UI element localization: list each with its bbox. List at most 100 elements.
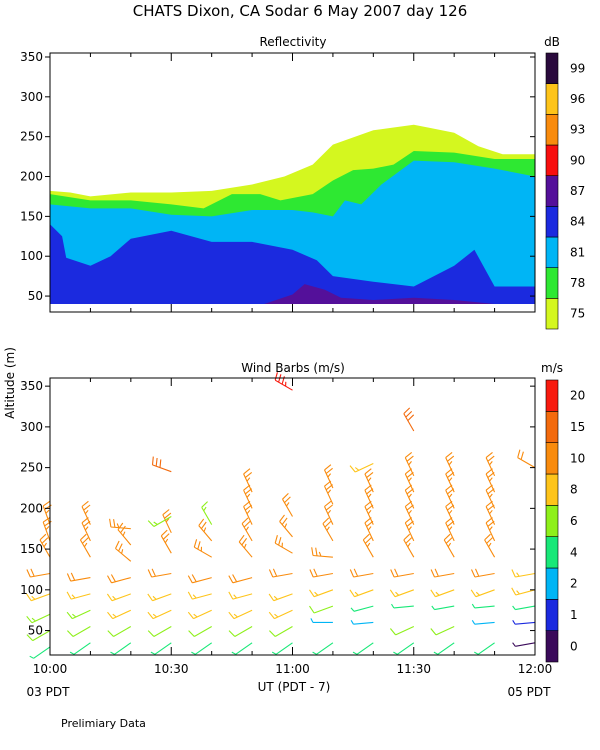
wind-barb [241,517,253,542]
wind-barb [107,574,131,584]
wind-barb [445,484,455,509]
wind-barb [445,500,455,525]
wind-barb [485,468,496,493]
wind-title: Wind Barbs (m/s) [241,361,345,375]
wind-barb [324,464,334,489]
reflectivity-colorbar-label-87: 87 [570,184,585,198]
wind-barb [312,642,334,655]
wind-colorbar-label-1: 1 [570,608,578,622]
wind-barb [512,605,536,611]
wind-barb [109,518,131,530]
wind-x-axis: 10:00 10:30 11:00 11:30 12:00 [33,378,552,676]
reflectivity-y-tick-label-350: 350 [20,50,43,64]
wind-barb [364,484,374,509]
reflectivity-y-tick-label-50: 50 [28,289,43,303]
wind-barb [443,533,455,558]
reflectivity-y-tick-label-300: 300 [20,90,43,104]
wind-barb [350,605,374,612]
wind-barb [79,533,91,558]
wind-barb [279,514,293,538]
wind-barb [271,642,293,655]
reflectivity-colorbar-swatch-99 [545,52,559,84]
wind-colorbar-swatch-20 [545,379,559,412]
wind-colorbar-label-8: 8 [570,483,578,497]
wind-colorbar-label-10: 10 [570,451,585,465]
reflectivity-colorbar-swatch-96 [545,83,559,115]
reflectivity-colorbar-label-96: 96 [570,92,585,106]
wind-barb [69,642,91,655]
reflectivity-colorbar-swatch-84 [545,206,559,238]
wind-barb [430,626,455,636]
wind-barb [445,468,455,493]
reflectivity-unit: dB [544,35,560,49]
wind-colorbar-label-4: 4 [570,545,578,559]
wind-barb [404,484,415,509]
wind-barb [485,500,496,525]
wind-colorbar-swatch-6 [545,505,559,537]
wind-barb [404,468,415,493]
wind-barb [107,609,132,620]
wind-barb [147,516,172,527]
wind-barb [430,589,455,598]
wind-barb [117,522,132,546]
wind-barb [115,540,132,562]
wind-barb [511,587,536,596]
wind-barb [191,642,213,655]
reflectivity-colorbar-swatch-93 [545,114,559,146]
wind-barb [389,589,414,598]
wind-barb [106,593,131,602]
wind-unit: m/s [541,361,563,375]
reflectivity-colorbar-swatch-81 [545,236,559,268]
wind-barb [393,642,415,655]
wind-barb [268,568,293,578]
wind-x-tick-label-1130: 11:30 [396,662,431,676]
wind-barb [42,500,52,525]
x-axis-label: UT (PDT - 7) [258,680,331,694]
wind-barb [268,593,293,602]
wind-barb [150,642,172,655]
reflectivity-title: Reflectivity [259,35,326,49]
wind-colorbar-label-15: 15 [570,420,585,434]
wind-colorbar-swatch-2 [545,567,559,600]
wind-colorbar-label-2: 2 [570,577,578,591]
reflectivity-colorbar-label-78: 78 [570,276,585,290]
wind-barb [431,605,455,611]
wind-barb [187,574,212,584]
wind-colorbar-label-6: 6 [570,514,578,528]
wind-y-tick-label-200: 200 [20,501,43,515]
wind-barb [352,642,374,655]
wind-colorbar-swatch-8 [545,473,559,506]
wind-barb [404,451,415,477]
wind-barb [228,591,253,600]
wind-colorbar-swatch-1 [545,599,559,631]
wind-barb [309,568,333,578]
wind-barb [403,533,415,558]
wind-barb [389,626,415,636]
x-right-note: 05 PDT [508,685,552,699]
wind-barbs [26,372,536,659]
y-axis-label: Altitude (m) [3,347,17,419]
wind-barb [391,603,414,609]
reflectivity-colorbar-label-75: 75 [570,307,585,321]
wind-barb [26,568,51,578]
wind-y-tick-label-300: 300 [20,420,43,434]
wind-y-tick-label-50: 50 [28,624,43,638]
wind-barb [512,620,536,625]
wind-barb [324,500,334,525]
wind-colorbar-swatch-15 [545,411,559,443]
wind-barb [162,509,172,534]
reflectivity-colorbar-label-81: 81 [570,245,585,259]
wind-barb [474,642,495,655]
wind-barb [26,613,51,624]
wind-barb [324,480,334,505]
wind-colorbar-label-20: 20 [570,389,585,403]
wind-x-tick-label-1100: 11:00 [275,662,310,676]
wind-barb [445,517,455,542]
wind-colorbar-swatch-4 [545,536,559,569]
wind-barb [350,620,374,625]
wind-barb [107,626,132,637]
wind-barb [39,533,51,558]
reflectivity-colorbar-swatch-78 [545,267,559,299]
reflectivity-contours [50,124,535,304]
